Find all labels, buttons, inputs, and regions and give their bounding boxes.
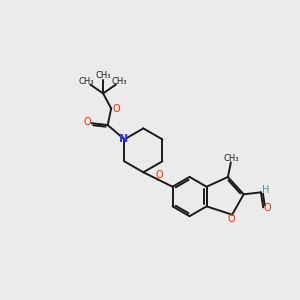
Text: CH₃: CH₃ [95, 71, 111, 80]
Text: O: O [112, 104, 120, 114]
Text: CH₃: CH₃ [79, 77, 94, 86]
Text: O: O [155, 170, 163, 180]
Text: CH₃: CH₃ [224, 154, 239, 163]
Text: O: O [227, 214, 235, 224]
Text: H: H [262, 184, 270, 195]
Text: O: O [263, 203, 271, 213]
Text: CH₃: CH₃ [112, 77, 128, 86]
Text: O: O [84, 117, 91, 127]
Text: N: N [119, 134, 128, 144]
